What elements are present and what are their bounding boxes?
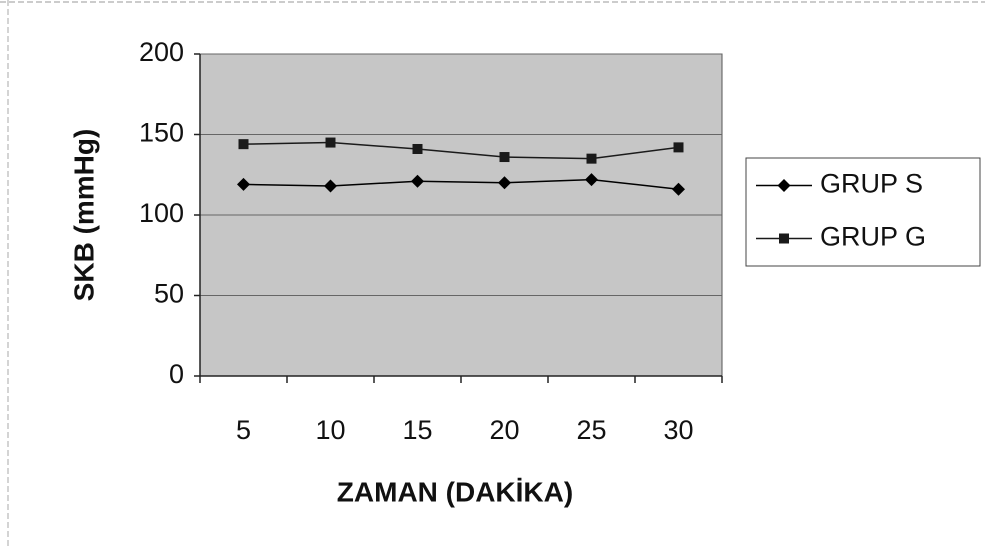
data-point <box>586 153 597 164</box>
data-point <box>238 139 249 150</box>
data-point <box>411 174 424 188</box>
data-point <box>325 137 336 148</box>
legend-box <box>745 157 981 267</box>
x-tick-label: 25 <box>576 415 606 445</box>
y-tick-label: 100 <box>139 198 184 228</box>
data-point <box>324 179 337 193</box>
x-tick-label: 20 <box>489 415 519 445</box>
legend-label: GRUP G <box>820 222 926 252</box>
legend-marker <box>777 179 791 192</box>
data-point <box>498 176 511 190</box>
x-tick-label: 15 <box>402 415 432 445</box>
data-point <box>237 177 250 191</box>
series-line <box>243 141 679 160</box>
data-point <box>672 182 685 196</box>
x-tick-label: 5 <box>236 415 251 445</box>
series-line <box>243 178 679 190</box>
y-tick-label: 50 <box>154 279 184 309</box>
y-tick-label: 0 <box>169 359 184 389</box>
x-tick-label: 30 <box>663 415 693 445</box>
y-tick-label: 150 <box>139 118 184 148</box>
data-point <box>585 173 598 187</box>
x-axis-title: ZAMAN (DAKİKA) <box>337 476 573 507</box>
x-tick-label: 10 <box>315 415 345 445</box>
y-tick-label: 200 <box>139 37 184 67</box>
legend-label: GRUP S <box>820 169 923 199</box>
legend-marker <box>779 233 789 244</box>
data-point <box>412 143 423 154</box>
data-point <box>499 152 510 163</box>
y-axis-title: SKB (mmHg) <box>68 129 99 302</box>
data-point <box>673 142 684 153</box>
